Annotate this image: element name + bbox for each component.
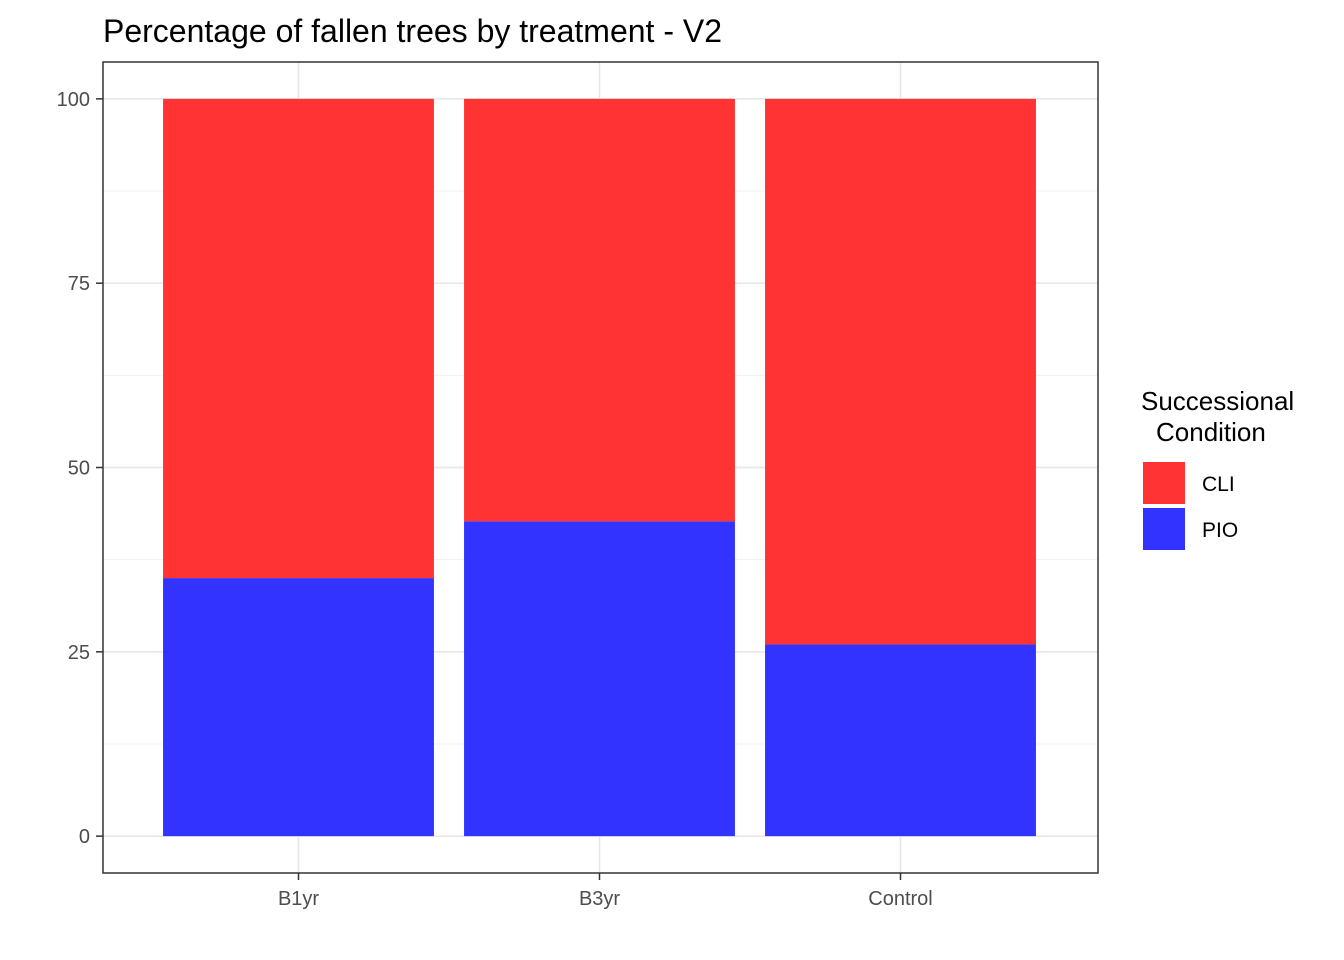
bar-pio-b3yr xyxy=(464,521,735,837)
bar-cli-b1yr xyxy=(163,98,434,579)
x-axis: B1yr B3yr Control xyxy=(278,873,933,910)
bar-cli-control xyxy=(765,98,1036,645)
legend-key-pio xyxy=(1143,508,1185,550)
y-tick-label: 25 xyxy=(68,642,90,664)
x-tick-label: Control xyxy=(868,888,932,910)
legend-key-cli xyxy=(1143,462,1185,504)
y-tick-label: 75 xyxy=(68,273,90,295)
bar-cli-b3yr xyxy=(464,98,735,522)
legend-title-line-2: Condition xyxy=(1156,417,1266,447)
legend: Successional Condition CLI PIO xyxy=(1141,386,1294,550)
x-tick-label: B1yr xyxy=(278,888,319,910)
legend-label-cli: CLI xyxy=(1202,473,1235,496)
legend-title-line-1: Successional xyxy=(1141,386,1294,416)
legend-items: CLI PIO xyxy=(1143,462,1238,550)
chart-title: Percentage of fallen trees by treatment … xyxy=(103,13,722,49)
y-axis: 0 25 50 75 100 xyxy=(57,89,103,848)
bar-pio-control xyxy=(765,644,1036,837)
x-tick-label: B3yr xyxy=(579,888,620,910)
y-tick-label: 50 xyxy=(68,458,90,480)
y-tick-label: 0 xyxy=(79,826,90,848)
bars xyxy=(163,98,1036,837)
legend-label-pio: PIO xyxy=(1202,519,1238,542)
bar-pio-b1yr xyxy=(163,578,434,837)
y-tick-label: 100 xyxy=(57,89,90,111)
